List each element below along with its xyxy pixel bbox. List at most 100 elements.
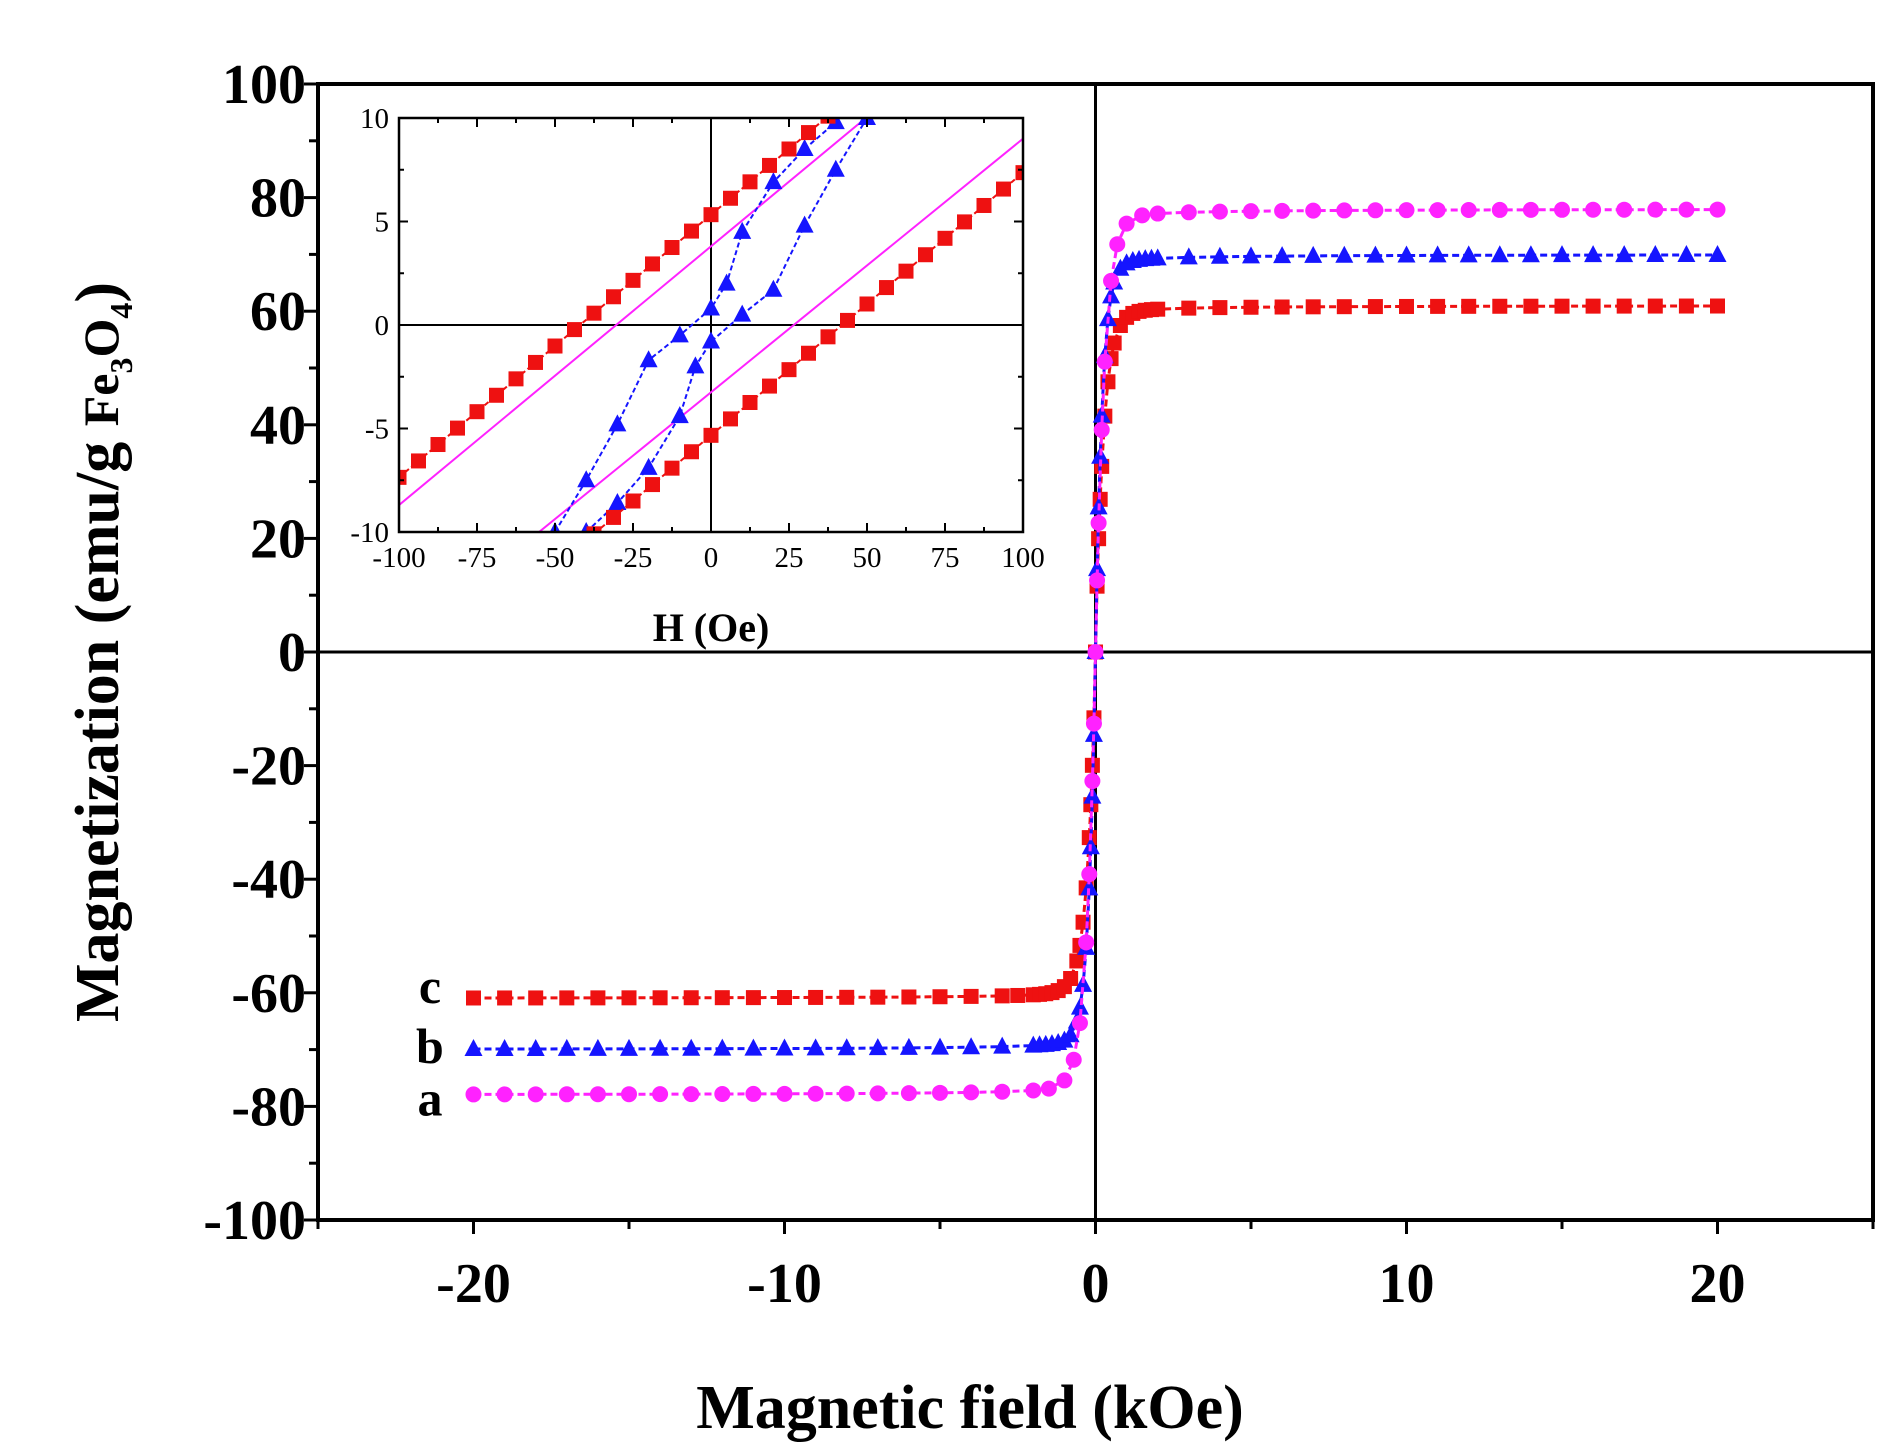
inset-x-tick-label: 0 — [704, 542, 719, 574]
series-a-point — [1134, 207, 1151, 224]
series-b-point — [1366, 245, 1385, 263]
series-b-point — [1179, 247, 1198, 265]
main-y-tick-label: 80 — [250, 168, 306, 230]
series-b-point — [1080, 878, 1099, 896]
inset-b-lower-point — [686, 356, 705, 374]
series-b-point — [1304, 245, 1323, 263]
main-x-tick-label: -10 — [747, 1253, 822, 1315]
series-b-point — [775, 1038, 794, 1056]
inset-b-lower-point — [608, 493, 627, 511]
series-b-point — [1521, 245, 1540, 263]
inset-c-upper-point — [567, 322, 582, 338]
series-a-point — [900, 1085, 917, 1102]
series-b-point — [651, 1038, 670, 1056]
inset-b-upper-point — [764, 172, 783, 190]
inset-b-upper-point — [670, 325, 689, 343]
series-b-point — [899, 1037, 918, 1055]
series-a-point — [1078, 934, 1095, 951]
series-b-point — [1084, 724, 1103, 742]
inset-c-lower-point — [450, 641, 465, 656]
inset-c-upper-point — [781, 141, 797, 157]
series-c-point — [1243, 299, 1259, 315]
inset-b-lower-point — [795, 215, 814, 233]
series-a-point — [1460, 201, 1477, 218]
inset-c-lower-point — [684, 444, 699, 460]
series-a-point — [807, 1085, 824, 1102]
inset-c-upper-point — [957, 0, 972, 9]
series-c-point — [777, 990, 792, 1006]
main-x-tick-label: -20 — [436, 1253, 511, 1315]
series-a-point — [1084, 773, 1101, 790]
main-ticks — [304, 82, 1875, 1234]
series-c-point — [1212, 300, 1228, 316]
series-a-point — [1090, 514, 1107, 531]
series-a-point — [1336, 202, 1353, 219]
inset-b-upper-point — [608, 414, 627, 432]
main-x-tick-label: 10 — [1379, 1253, 1435, 1315]
inset-c-upper-point — [528, 354, 543, 370]
series-b-point — [1584, 245, 1603, 263]
series-c-point — [1461, 298, 1477, 314]
inset-c-upper-point — [938, 10, 953, 25]
main-y-tick-label: -60 — [231, 963, 306, 1025]
series-b-point — [1677, 244, 1696, 262]
series-c-point — [1106, 335, 1122, 351]
inset-c-lower-point — [937, 230, 953, 246]
inset-c-upper-point — [840, 92, 855, 107]
inset-c-upper-point — [879, 59, 894, 74]
series-a-point — [1149, 205, 1166, 222]
inset-c-lower-point — [431, 658, 446, 673]
series-a-point — [1243, 203, 1259, 220]
series-c-point — [1150, 301, 1166, 317]
series-b-point — [1092, 405, 1111, 423]
series-label-b: b — [416, 1018, 444, 1074]
series-c-point — [590, 990, 606, 1006]
series-c-point — [1647, 298, 1663, 314]
series-a-point — [1103, 272, 1120, 289]
inset-c-lower-point — [781, 362, 797, 378]
series-c-point — [1430, 298, 1446, 314]
inset-c-lower-point — [470, 625, 485, 640]
series-c-point — [1069, 953, 1085, 969]
inset-x-tick-label: -100 — [372, 542, 425, 574]
inset-c-lower-point — [723, 411, 738, 427]
inset-a-upper-line — [399, 118, 868, 506]
y-axis-title: Magnetization (emu/g Fe3O4) — [64, 282, 139, 1022]
y-axis-title-sub3: 3 — [103, 358, 139, 374]
inset-c-lower-point — [859, 296, 875, 312]
series-b-point — [495, 1039, 514, 1057]
series-a-point — [1554, 201, 1570, 218]
series-c-point — [870, 989, 886, 1005]
inset-x-tick-label: -25 — [614, 542, 653, 574]
main-y-tick-label: 20 — [250, 508, 306, 570]
series-a-point — [589, 1086, 606, 1103]
series-c-point — [621, 990, 637, 1006]
series-b-point — [1459, 245, 1478, 263]
series-c-point — [683, 990, 699, 1006]
series-a-point — [1040, 1080, 1057, 1097]
series-a-point — [527, 1086, 544, 1103]
inset-a-lower-line — [537, 137, 1023, 532]
series-b-point — [1553, 245, 1571, 263]
inset-c-upper-point — [606, 289, 621, 305]
inset-c-upper-point — [762, 157, 777, 173]
series-c-point — [1305, 299, 1321, 315]
series-c-point — [1710, 298, 1725, 314]
inset-c-lower-point — [976, 197, 992, 213]
main-y-tick-label: 0 — [278, 622, 306, 684]
y-axis-title-sub4: 4 — [103, 303, 139, 319]
inset-c-upper-point — [469, 404, 485, 420]
inset-c-lower-point — [840, 312, 855, 328]
main-x-tick-label: 0 — [1082, 1253, 1110, 1315]
series-b-point — [1074, 974, 1093, 992]
inset-c-upper-point — [801, 125, 816, 141]
inset-c-lower-point — [957, 214, 972, 230]
main-y-tick-label: -80 — [231, 1076, 306, 1138]
inset-c-lower-point — [879, 280, 894, 296]
series-a-point — [1491, 201, 1508, 218]
series-b-point — [962, 1037, 981, 1055]
series-a-point — [776, 1085, 793, 1102]
series-b-point — [1646, 245, 1665, 263]
main-y-tick-label: 60 — [250, 281, 306, 343]
